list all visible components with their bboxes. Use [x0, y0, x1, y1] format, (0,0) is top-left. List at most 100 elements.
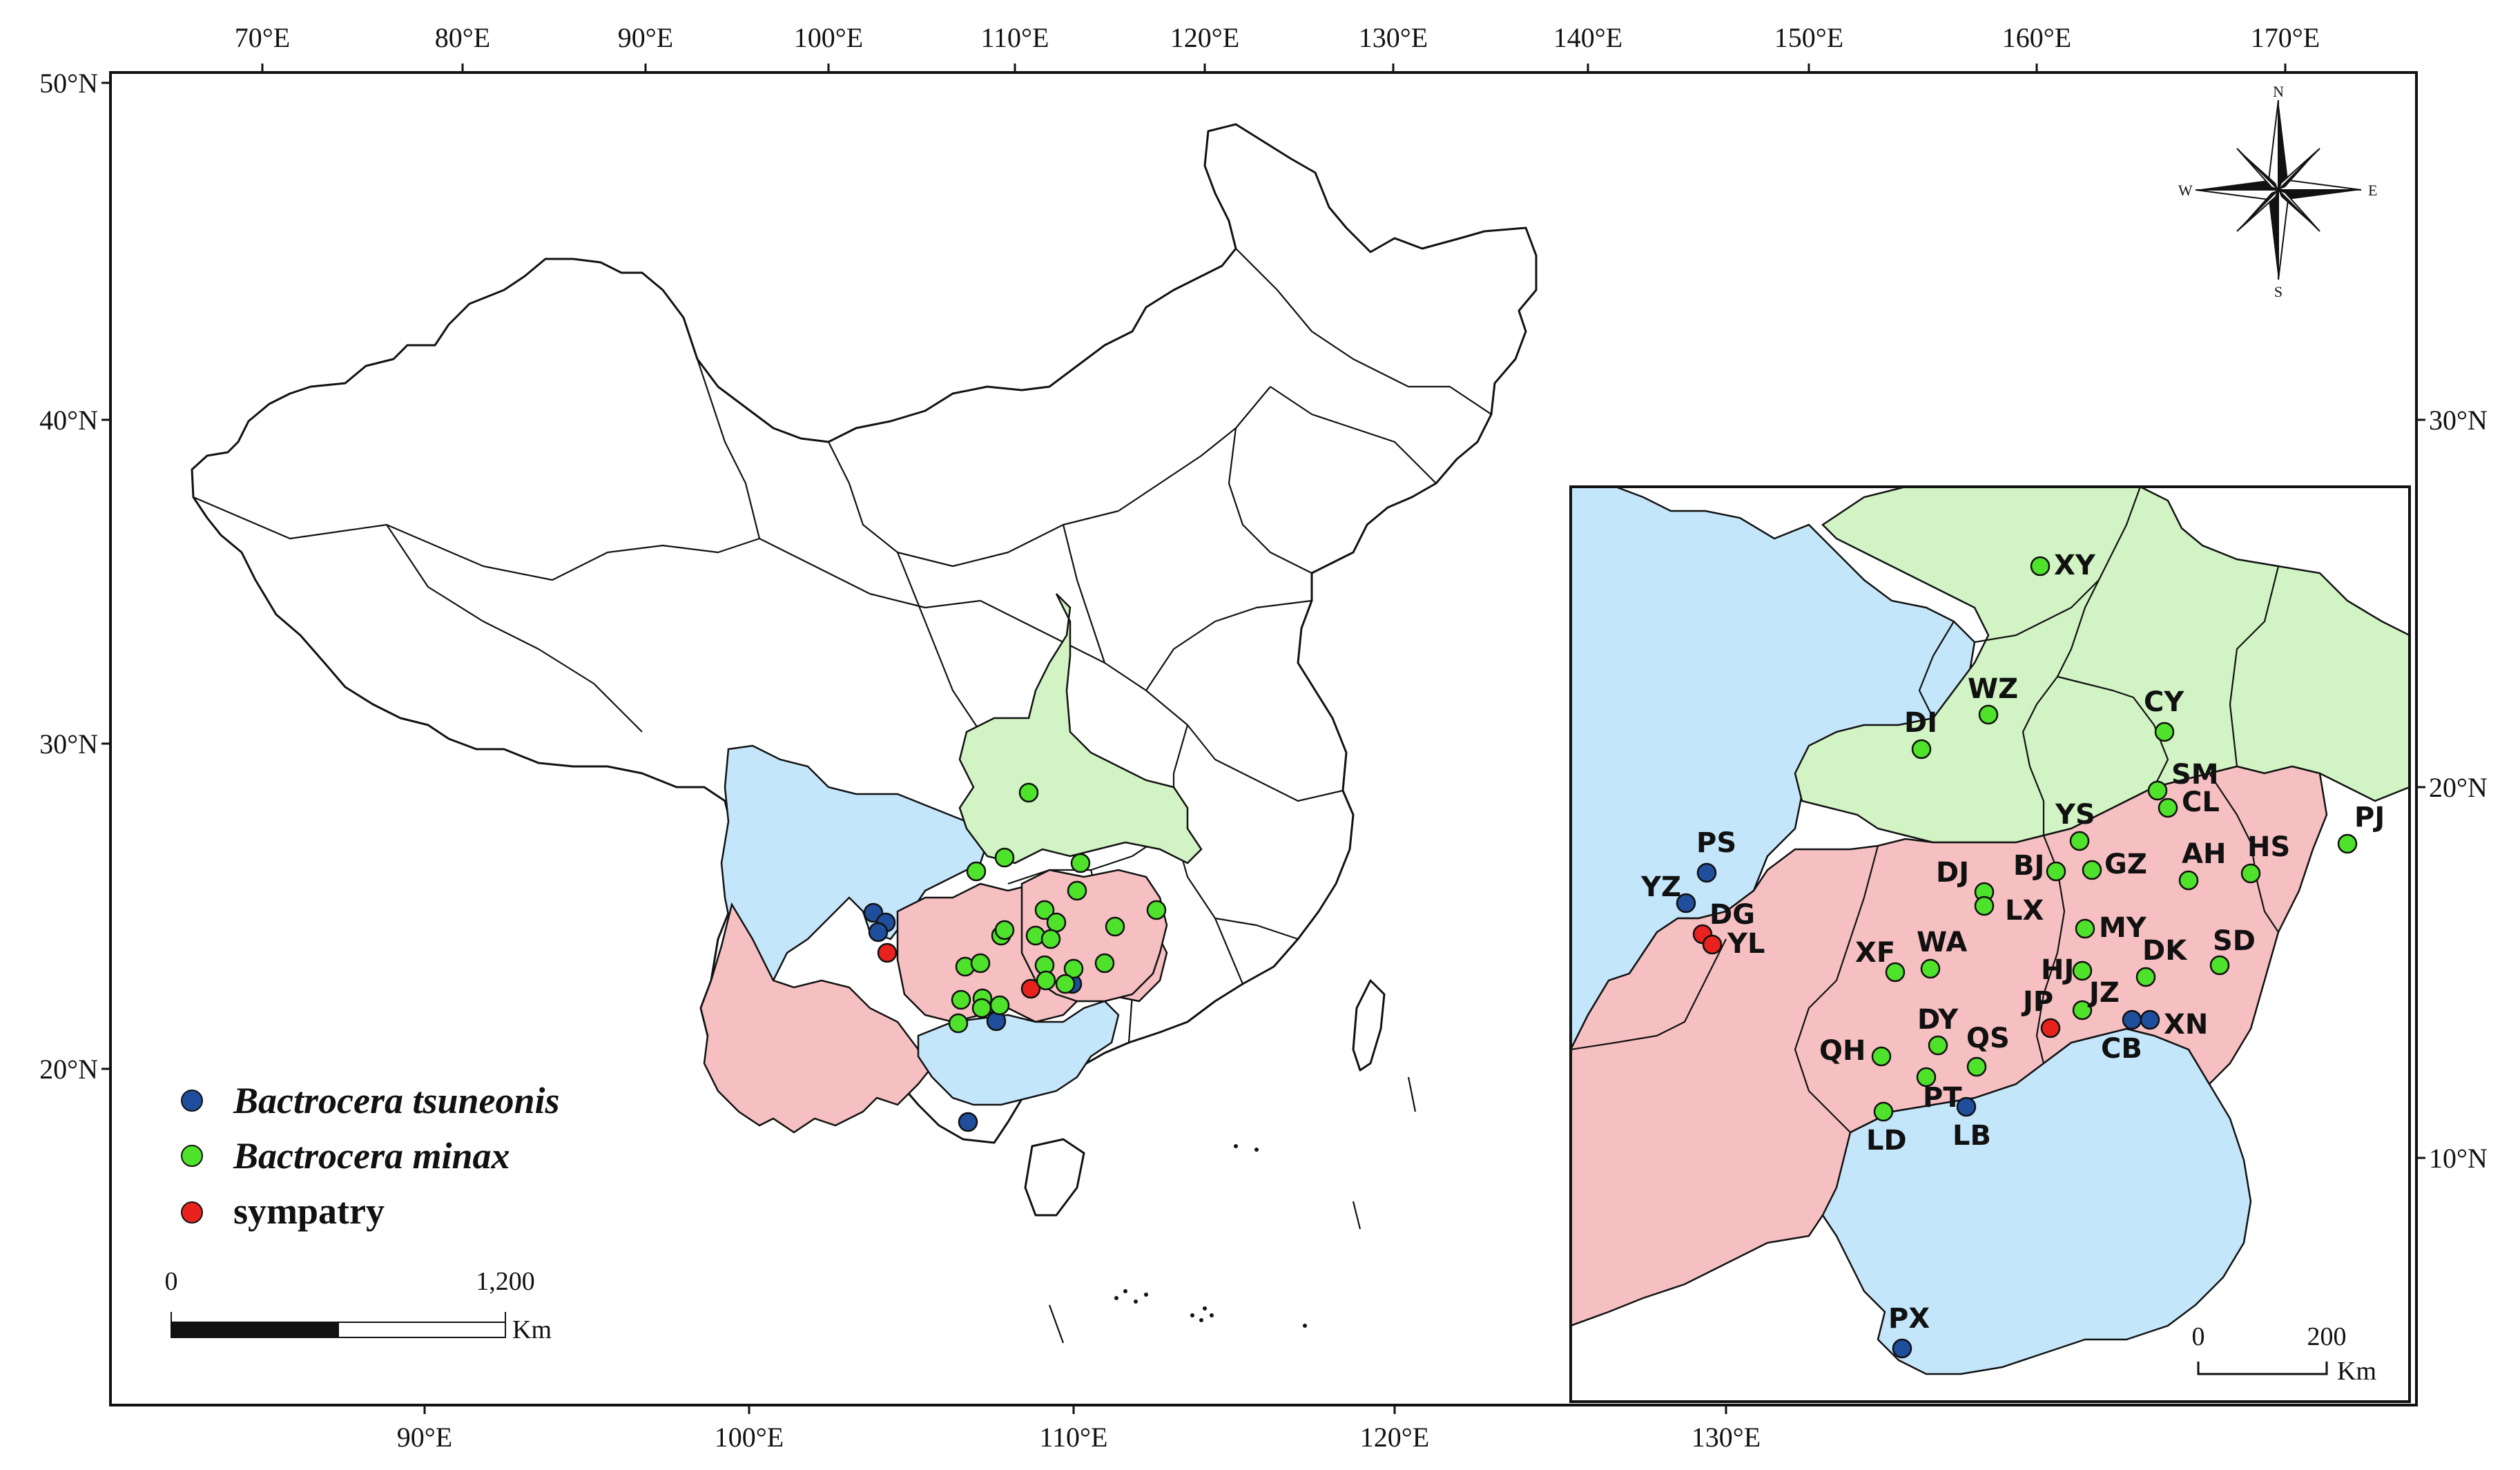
top-tick-label: 140°E: [1553, 22, 1622, 53]
site-marker-my: [2075, 918, 2095, 939]
site-label-ah: AH: [2182, 838, 2226, 870]
north-arrow-icon: N S E W: [2178, 83, 2377, 300]
main-marker-minax: [1046, 912, 1067, 933]
site-label-dj: DJ: [1936, 857, 1969, 889]
top-tick-label: 120°E: [1170, 22, 1239, 53]
site-marker-xn: [2140, 1009, 2160, 1030]
top-tick-label: 160°E: [2002, 22, 2071, 53]
site-marker-ps: [1696, 862, 1717, 883]
site-marker-cb: [2122, 1009, 2142, 1030]
scale-start: 0: [165, 1267, 178, 1296]
hubei-shaanxi-region: [958, 593, 1203, 864]
main-marker-minax: [1018, 782, 1039, 803]
right-axis: 30°N 20°N 10°N: [2416, 405, 2488, 1174]
site-label-pj: PJ: [2354, 802, 2385, 833]
site-label-pt: PT: [1923, 1082, 1962, 1114]
site-marker-hj: [2072, 960, 2093, 981]
nine-dash-2: [1352, 1201, 1361, 1230]
site-label-cl: CL: [2182, 786, 2220, 818]
site-marker-qh: [1871, 1046, 1892, 1067]
site-marker-ah: [2178, 870, 2199, 891]
site-marker-qs: [1966, 1056, 1987, 1077]
nine-dash-3: [1407, 1076, 1417, 1112]
site-label-my: MY: [2099, 912, 2147, 944]
site-label-qh: QH: [1819, 1035, 1865, 1067]
main-marker-minax: [1036, 970, 1056, 991]
main-marker-minax: [1070, 853, 1091, 873]
main-marker-sympatry: [1020, 978, 1041, 999]
top-tick-label: 80°E: [435, 22, 490, 53]
main-marker-minax: [1094, 953, 1115, 974]
legend-label: sympatry: [233, 1190, 385, 1232]
site-label-bj: BJ: [2013, 850, 2044, 882]
site-marker-lx: [1974, 896, 1995, 916]
site-label-px: PX: [1888, 1303, 1930, 1335]
site-marker-jp: [2040, 1018, 2061, 1038]
left-axis: 50°N 40°N 30°N 20°N: [39, 68, 110, 1085]
site-label-wa: WA: [1917, 927, 1967, 958]
site-label-cy: CY: [2144, 686, 2184, 718]
site-marker-wa: [1920, 958, 1941, 979]
hainan-island: [1024, 1138, 1085, 1217]
bottom-tick-label: 110°E: [1040, 1422, 1108, 1453]
site-marker-yz: [1676, 893, 1696, 913]
top-tick-label: 100°E: [794, 22, 863, 53]
site-label-jz: JZ: [2087, 977, 2120, 1009]
site-marker-px: [1892, 1338, 1912, 1359]
main-marker-minax: [1067, 880, 1087, 901]
compass-n: N: [2273, 83, 2284, 100]
site-label-yl: YL: [1727, 928, 1765, 960]
top-tick-label: 110°E: [981, 22, 1049, 53]
site-marker-ys: [2069, 831, 2090, 851]
site-marker-ld: [1873, 1101, 1894, 1122]
legend-swatch-tsuneonis: [181, 1090, 203, 1112]
site-marker-hs: [2240, 863, 2261, 884]
bottom-tick-label: 100°E: [715, 1422, 784, 1453]
top-tick-label: 70°E: [235, 22, 290, 53]
left-tick-label: 30°N: [39, 728, 98, 760]
main-marker-minax: [966, 861, 987, 882]
top-tick-label: 130°E: [1359, 22, 1428, 53]
inset-frame: [1569, 485, 2411, 1403]
site-marker-pt: [1916, 1067, 1937, 1087]
site-marker-cl: [2158, 797, 2178, 818]
left-tick-label: 20°N: [39, 1054, 98, 1085]
bottom-tick-label: 130°E: [1692, 1422, 1761, 1453]
inset-guizhou-region: [1571, 765, 2328, 1327]
legend-label: Bactrocera minax: [233, 1135, 510, 1177]
site-label-qs: QS: [1966, 1023, 2010, 1054]
scale-end: 1,200: [476, 1267, 535, 1296]
site-marker-lb: [1956, 1096, 1977, 1117]
site-marker-xf: [1885, 962, 1906, 983]
main-map-frame: [109, 71, 2418, 1406]
site-marker-gz: [2082, 860, 2102, 880]
main-marker-minax: [1040, 929, 1061, 949]
site-marker-bj: [2046, 861, 2066, 882]
china-outline: [191, 123, 1538, 1144]
main-marker-tsuneonis: [958, 1112, 978, 1132]
site-label-xf: XF: [1855, 937, 1895, 969]
right-tick-label: 10°N: [2429, 1143, 2488, 1174]
main-marker-minax: [994, 920, 1015, 940]
site-marker-wz: [1978, 704, 1999, 725]
top-tick-label: 170°E: [2251, 22, 2320, 53]
legend-swatch-minax: [181, 1145, 203, 1167]
main-marker-minax: [1034, 900, 1055, 920]
province-boundaries: [193, 248, 1492, 1043]
inset-scale-start: 0: [2192, 1322, 2205, 1351]
left-tick-label: 50°N: [39, 68, 98, 99]
inset-scale-unit: Km: [2337, 1357, 2376, 1386]
site-label-dg: DG: [1709, 899, 1755, 931]
main-marker-tsuneonis: [868, 922, 889, 942]
hunan-east-region: [1020, 869, 1168, 1003]
site-marker-sm: [2147, 780, 2168, 801]
inset-scale-end: 200: [2307, 1322, 2347, 1351]
site-label-yz: YZ: [1640, 871, 1681, 903]
yunnan-region: [699, 902, 933, 1134]
site-marker-xy: [2030, 556, 2051, 577]
site-label-cb: CB: [2101, 1033, 2142, 1065]
legend-swatch-sympatry: [181, 1201, 203, 1224]
bottom-tick-label: 90°E: [397, 1422, 452, 1453]
